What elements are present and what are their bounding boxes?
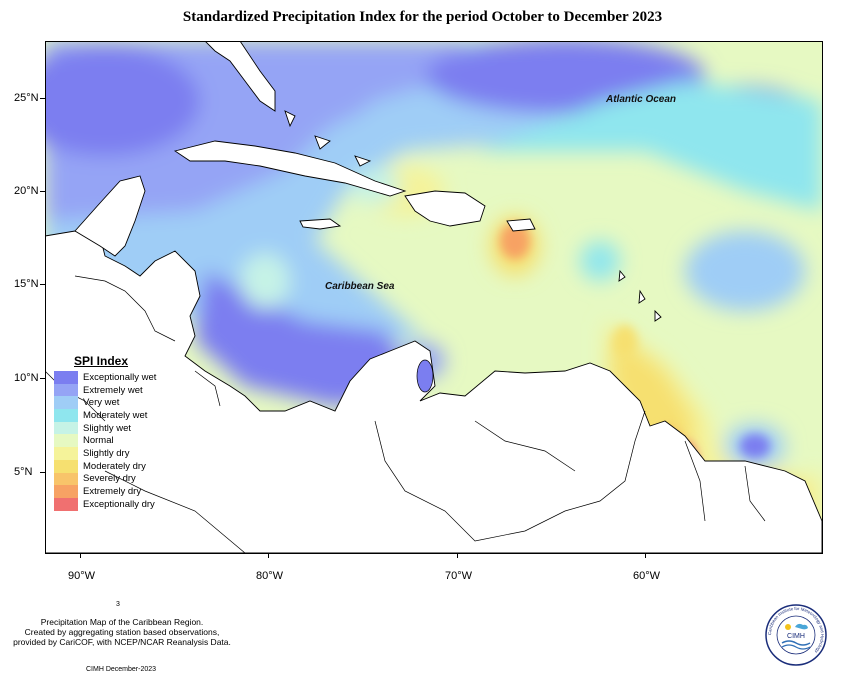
legend-swatch [54,459,78,473]
legend-item: Extremely wet [54,383,174,397]
legend-swatch [54,447,78,460]
cimh-logo-icon: Caribbean Institute for Meteorology and … [765,604,827,666]
legend-swatch [54,421,78,435]
lon-label-80: 80°W [256,570,284,582]
legend-label: Extremely wet [83,384,143,396]
legend-label: Severely dry [83,473,136,485]
legend-item: Severely dry [54,472,174,486]
legend-title: SPI Index [74,354,129,368]
lat-label-20: 20°N [14,185,39,197]
legend-label: Slightly dry [83,447,130,459]
legend-swatch [54,497,78,511]
legend-item: Exceptionally wet [54,371,174,384]
legend-item: Normal [54,434,174,448]
cimh-logo: Caribbean Institute for Meteorology and … [764,603,828,667]
legend-swatch [54,485,78,498]
legend-label: Exceptionally wet [83,371,157,383]
map-notes: Precipitation Map of the Caribbean Regio… [4,617,240,647]
notes-line-1: Precipitation Map of the Caribbean Regio… [40,617,204,627]
legend-label: Normal [83,435,114,447]
lon-tick [268,553,269,558]
lat-label-10: 10°N [14,372,39,384]
legend-label: Exceptionally dry [83,498,155,510]
legend-label: Moderately dry [83,460,146,472]
lat-tick [40,98,45,99]
caribbean-sea-label: Caribbean Sea [325,281,395,292]
spi-map-canvas [45,41,822,553]
mark-text: 3 [116,601,120,608]
lon-tick [80,553,81,558]
legend-items: Exceptionally wet Extremely wet Very wet Mo… [54,371,174,511]
lat-label-15: 15°N [14,278,39,290]
logo-abbr: CIMH [787,633,805,640]
legend-swatch [54,472,78,486]
sun-icon [785,624,791,630]
legend-item: Exceptionally dry [54,497,174,511]
legend-item: Very wet [54,396,174,410]
notes-line-3: provided by CariCOF, with NCEP/NCAR Rean… [13,637,231,647]
lat-tick [40,378,45,379]
map-title: Standardized Precipitation Index for the… [182,9,663,25]
legend-item: Slightly dry [54,447,174,460]
lon-label-90: 90°W [68,570,96,582]
legend-swatch [54,434,78,448]
cloud-icon [795,623,808,630]
lat-tick [40,472,45,473]
lat-label-25: 25°N [14,92,39,104]
legend-label: Moderately wet [83,409,148,421]
legend-swatch [54,371,78,384]
wave-icon [781,640,811,646]
legend-item: Moderately dry [54,459,174,473]
legend-label: Very wet [83,397,120,409]
legend-item: Extremely dry [54,485,174,498]
atlantic-ocean-label: Atlantic Ocean [606,94,677,105]
lon-label-60: 60°W [633,570,661,582]
legend-label: Slightly wet [83,422,132,434]
lon-tick [457,553,458,558]
spi-legend: SPI Index Exceptionally wet Extremely wet… [54,354,174,511]
legend-label: Extremely dry [83,486,142,498]
lat-tick [40,284,45,285]
legend-item: Moderately wet [54,409,174,422]
lat-tick [40,191,45,192]
legend-swatch [54,409,78,422]
legend-swatch [54,383,78,397]
lat-label-5: 5°N [14,466,33,478]
lon-label-70: 70°W [445,570,473,582]
lon-tick [645,553,646,558]
spi-map [45,41,822,553]
legend-item: Slightly wet [54,421,174,435]
legend-swatch [54,396,78,410]
notes-line-2: Created by aggregating station based obs… [24,627,220,637]
credit-text: CIMH December-2023 [86,666,157,673]
